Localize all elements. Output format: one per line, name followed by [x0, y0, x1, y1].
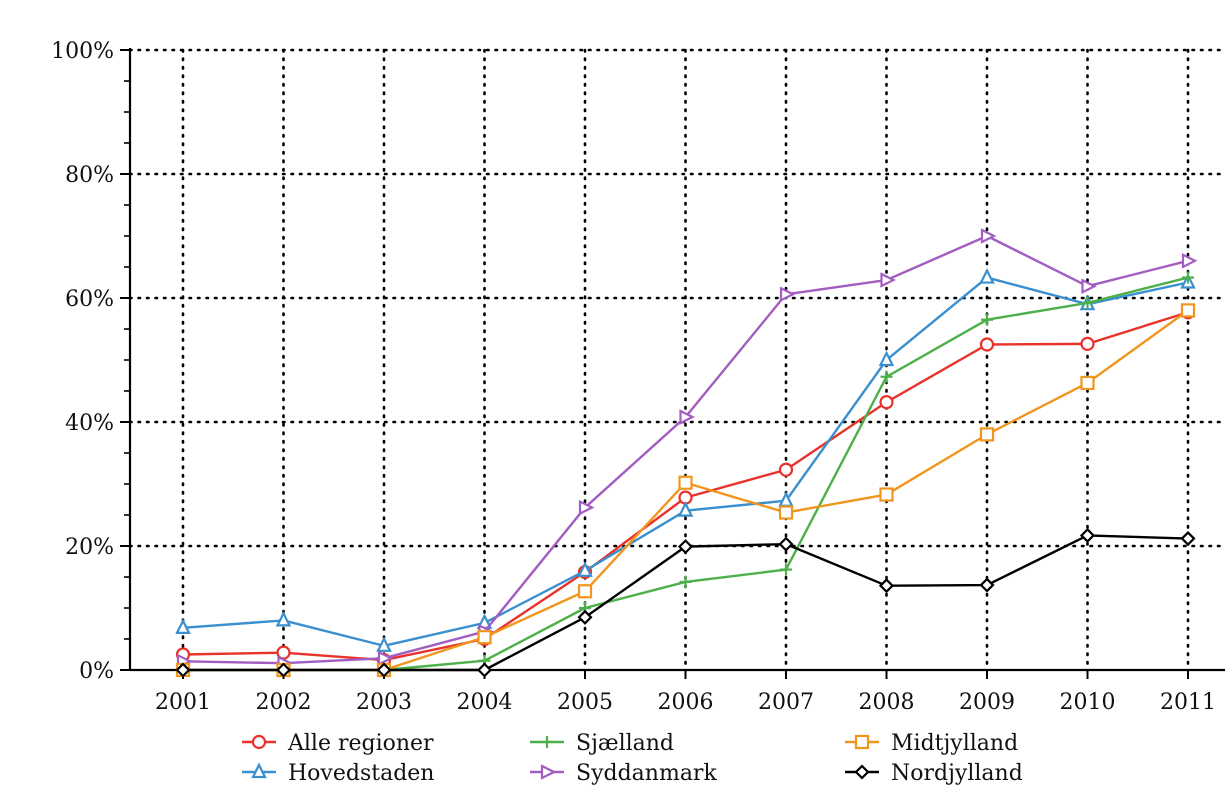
legend-marker: [854, 764, 870, 780]
data-point-midtjylland: [879, 487, 894, 502]
data-point-syddanmark: [578, 499, 595, 516]
legend-item-syddanmark: Syddanmark: [530, 761, 717, 785]
legend-marker: [540, 764, 557, 780]
data-point-hovedstaden: [275, 610, 292, 627]
data-point-nordjylland: [577, 609, 593, 625]
data-point-alle-regioner: [979, 337, 995, 352]
x-tick-label: 2005: [557, 690, 613, 715]
legend-label: Nordjylland: [891, 761, 1023, 785]
data-point-hovedstaden: [677, 501, 694, 517]
y-tick-label: 40%: [65, 411, 114, 436]
data-point-nordjylland: [175, 662, 191, 678]
series-nordjylland: [175, 527, 1196, 678]
y-tick-label: 0%: [79, 659, 114, 684]
data-point-sjælland: [1081, 296, 1094, 309]
data-point-nordjylland: [1180, 531, 1196, 547]
legend-item-sjælland: Sjælland: [530, 731, 674, 756]
data-point-hovedstaden: [175, 618, 191, 634]
data-point-nordjylland: [1079, 527, 1096, 544]
x-tick-label: 2009: [959, 690, 1015, 715]
data-point-nordjylland: [979, 577, 995, 593]
data-point-sjælland: [1182, 271, 1194, 284]
data-point-sjælland: [880, 370, 893, 383]
legend-item-midtjylland: Midtjylland: [845, 731, 1018, 756]
data-point-midtjylland: [778, 505, 794, 520]
data-point-syddanmark: [1081, 278, 1097, 294]
data-point-syddanmark: [779, 286, 796, 303]
legend-label: Midtjylland: [891, 731, 1018, 756]
axes: 0% 20% 40% 60% 80% 100% 2001 2002 2003 2004 2005 20…: [51, 39, 1225, 715]
data-point-sjælland: [780, 563, 792, 576]
legend-item-hovedstaden: Hovedstaden: [242, 761, 434, 785]
data-point-syddanmark: [880, 272, 896, 288]
x-tick-label: 2002: [256, 690, 312, 715]
data-point-syddanmark: [377, 650, 394, 666]
legend-label: Sjælland: [576, 731, 674, 756]
grid: [128, 48, 1225, 672]
data-point-midtjylland: [979, 427, 995, 442]
x-tick-label: 2004: [457, 690, 513, 715]
y-tick-label: 100%: [51, 39, 114, 64]
x-tick-label: 2008: [859, 690, 915, 715]
legend-marker: [854, 734, 870, 750]
data-point-alle-regioner: [778, 462, 794, 477]
legend-marker: [251, 762, 267, 779]
y-tick-label: 60%: [65, 287, 114, 312]
legend: Alle regioner Hovedstaden Sjælland Syddanma…: [242, 731, 1023, 785]
data-point-nordjylland: [677, 539, 694, 555]
legend-item-nordjylland: Nordjylland: [845, 761, 1023, 785]
x-tick-label: 2006: [658, 690, 714, 715]
data-point-nordjylland: [376, 662, 392, 678]
data-point-sjælland: [679, 575, 692, 588]
legend-label: Hovedstaden: [288, 761, 434, 785]
legend-marker: [541, 736, 553, 748]
data-point-hovedstaden: [577, 561, 593, 577]
data-point-hovedstaden: [376, 636, 392, 652]
data-point-nordjylland: [275, 662, 292, 678]
data-point-alle-regioner: [879, 395, 894, 410]
y-tick-label: 80%: [65, 163, 114, 188]
data-point-midtjylland: [577, 584, 593, 599]
data-point-sjælland: [981, 313, 993, 326]
legend-label: Alle regioner: [287, 731, 434, 756]
series: [175, 228, 1198, 678]
data-point-nordjylland: [778, 536, 794, 552]
data-point-midtjylland: [1180, 303, 1196, 318]
legend-item-alle-regioner: Alle regioner: [242, 731, 434, 756]
x-tick-label: 2003: [356, 690, 412, 715]
data-point-syddanmark: [679, 409, 695, 425]
x-tick-label: 2007: [758, 690, 814, 715]
data-point-hovedstaden: [979, 268, 995, 284]
data-point-alle-regioner: [1080, 336, 1095, 351]
y-tick-label: 20%: [65, 535, 114, 560]
data-point-midtjylland: [1080, 375, 1095, 391]
x-tick-label: 2001: [155, 690, 211, 715]
legend-marker: [251, 734, 267, 750]
x-tick-label: 2010: [1060, 690, 1116, 715]
legend-label: Syddanmark: [576, 761, 717, 785]
data-point-nordjylland: [878, 578, 895, 594]
data-point-hovedstaden: [878, 350, 895, 367]
data-point-syddanmark: [980, 228, 997, 244]
x-tick-label: 2011: [1160, 690, 1216, 715]
data-point-nordjylland: [476, 662, 493, 678]
data-point-midtjylland: [678, 475, 693, 490]
data-point-syddanmark: [1181, 253, 1198, 269]
data-point-midtjylland: [477, 630, 492, 645]
